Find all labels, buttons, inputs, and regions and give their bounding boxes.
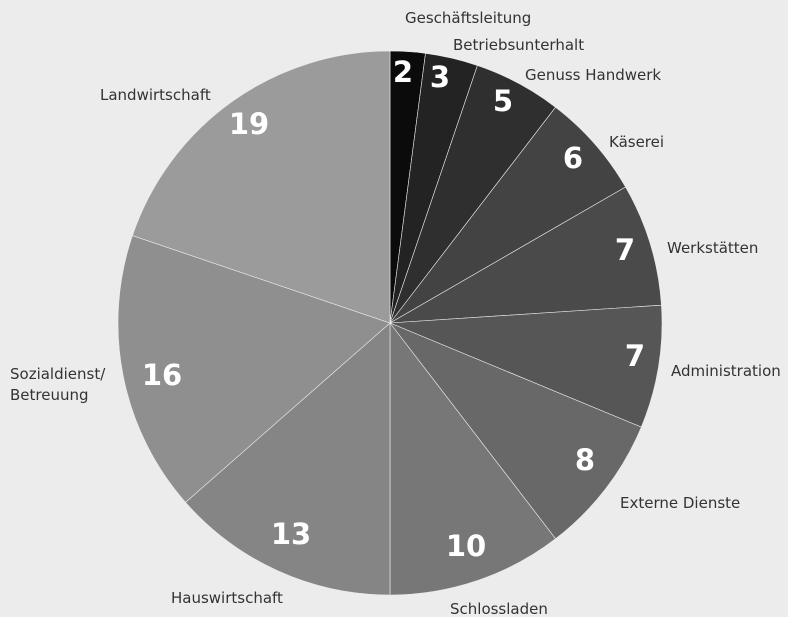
value-label-schlossladen: 10 (446, 529, 486, 563)
pie-slice-werkstaetten (389, 186, 662, 324)
value-label-betriebsunterhalt: 3 (430, 60, 450, 94)
pie-slice-administration (389, 304, 663, 428)
category-label-geschaeftsleitung: Geschäftsleitung (405, 9, 531, 27)
value-label-geschaeftsleitung: 2 (393, 55, 413, 89)
category-label-sozialdienst-betreuung: Sozialdienst/Betreuung (10, 365, 106, 404)
category-labels: Geschäftsleitung Betriebsunterhalt Genuss … (10, 9, 781, 617)
value-labels: 2 3 5 6 7 7 8 10 13 16 19 (142, 55, 645, 563)
category-label-schlossladen: Schlossladen (450, 600, 548, 617)
category-label-genuss-handwerk: Genuss Handwerk (525, 66, 661, 84)
value-label-kaeserei: 6 (563, 141, 583, 175)
value-label-sozialdienst-betreuung: 16 (142, 358, 182, 392)
pie-slice-sozialdienst-betreuung (117, 235, 391, 503)
category-label-werkstaetten: Werkstätten (667, 239, 758, 257)
category-label-kaeserei: Käserei (609, 133, 664, 151)
pie-slice-schlossladen (389, 322, 557, 596)
value-label-administration: 7 (625, 339, 645, 373)
category-label-hauswirtschaft: Hauswirtschaft (171, 589, 283, 607)
category-label-landwirtschaft: Landwirtschaft (100, 86, 211, 104)
value-label-werkstaetten: 7 (615, 233, 635, 267)
pie-slices (117, 50, 663, 596)
pie-slice-externe-dienste (389, 322, 642, 540)
pie-slice-hauswirtschaft (185, 322, 391, 596)
value-label-hauswirtschaft: 13 (271, 517, 311, 551)
value-label-genuss-handwerk: 5 (493, 84, 513, 118)
category-label-betriebsunterhalt: Betriebsunterhalt (453, 36, 584, 54)
value-label-externe-dienste: 8 (575, 443, 595, 477)
category-label-administration: Administration (671, 362, 781, 380)
pie-slice-landwirtschaft (132, 50, 391, 324)
value-label-landwirtschaft: 19 (229, 107, 269, 141)
category-label-externe-dienste: Externe Dienste (620, 494, 740, 512)
